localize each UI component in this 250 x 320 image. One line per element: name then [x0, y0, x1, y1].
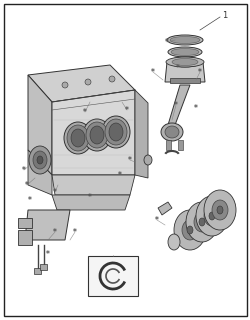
Ellipse shape	[108, 123, 122, 141]
Polygon shape	[28, 65, 134, 102]
Ellipse shape	[71, 129, 85, 147]
Text: *: *	[83, 108, 86, 116]
Polygon shape	[52, 175, 134, 195]
Ellipse shape	[37, 156, 43, 164]
Ellipse shape	[186, 226, 192, 234]
Polygon shape	[18, 218, 32, 228]
Ellipse shape	[33, 151, 47, 169]
Circle shape	[108, 76, 114, 82]
Circle shape	[85, 79, 91, 85]
Ellipse shape	[195, 196, 227, 236]
Text: *: *	[88, 193, 92, 202]
Ellipse shape	[86, 122, 108, 148]
Polygon shape	[164, 62, 204, 82]
Ellipse shape	[170, 49, 198, 55]
Text: 1: 1	[222, 11, 227, 20]
Ellipse shape	[144, 155, 152, 165]
Ellipse shape	[102, 116, 130, 148]
Ellipse shape	[167, 234, 179, 250]
Text: *: *	[164, 37, 168, 46]
Text: *: *	[25, 180, 29, 189]
Ellipse shape	[173, 210, 205, 250]
Ellipse shape	[165, 57, 203, 67]
Ellipse shape	[168, 57, 200, 67]
Ellipse shape	[171, 59, 197, 66]
Polygon shape	[134, 90, 147, 178]
Text: *: *	[175, 63, 179, 73]
Text: *: *	[118, 171, 122, 180]
Text: *: *	[128, 156, 132, 164]
Text: *: *	[22, 165, 26, 174]
Ellipse shape	[185, 202, 217, 242]
Polygon shape	[157, 202, 171, 215]
Polygon shape	[28, 75, 52, 175]
Polygon shape	[28, 150, 52, 195]
Ellipse shape	[193, 212, 209, 232]
Ellipse shape	[167, 47, 201, 57]
Text: *: *	[53, 228, 57, 236]
Ellipse shape	[166, 35, 202, 45]
Bar	[40, 264, 47, 270]
Ellipse shape	[64, 122, 92, 154]
Bar	[177, 140, 182, 150]
Ellipse shape	[216, 206, 222, 214]
Text: *: *	[124, 106, 128, 115]
Circle shape	[62, 82, 68, 88]
Text: *: *	[173, 100, 177, 109]
Polygon shape	[52, 90, 134, 175]
Ellipse shape	[29, 146, 51, 174]
Bar	[88, 256, 138, 296]
Ellipse shape	[160, 123, 182, 141]
Text: *: *	[73, 228, 77, 236]
Polygon shape	[52, 195, 130, 210]
Ellipse shape	[164, 126, 178, 138]
Ellipse shape	[203, 190, 235, 230]
Ellipse shape	[198, 218, 204, 226]
Ellipse shape	[83, 119, 110, 151]
Ellipse shape	[67, 125, 89, 151]
Ellipse shape	[90, 126, 104, 144]
Bar	[34, 268, 41, 274]
Text: *: *	[154, 215, 158, 225]
Ellipse shape	[203, 206, 219, 226]
Bar	[165, 140, 170, 150]
Ellipse shape	[211, 200, 227, 220]
Polygon shape	[18, 230, 32, 245]
Text: *: *	[28, 196, 32, 204]
Text: *: *	[46, 251, 50, 260]
Text: *: *	[150, 68, 154, 76]
Ellipse shape	[169, 36, 199, 44]
Text: *: *	[193, 103, 197, 113]
Polygon shape	[167, 85, 189, 125]
Text: *: *	[53, 188, 57, 196]
Polygon shape	[25, 210, 70, 240]
Text: *: *	[197, 68, 201, 76]
Ellipse shape	[181, 220, 197, 240]
Ellipse shape	[104, 119, 126, 145]
Ellipse shape	[208, 212, 214, 220]
Bar	[169, 78, 199, 83]
